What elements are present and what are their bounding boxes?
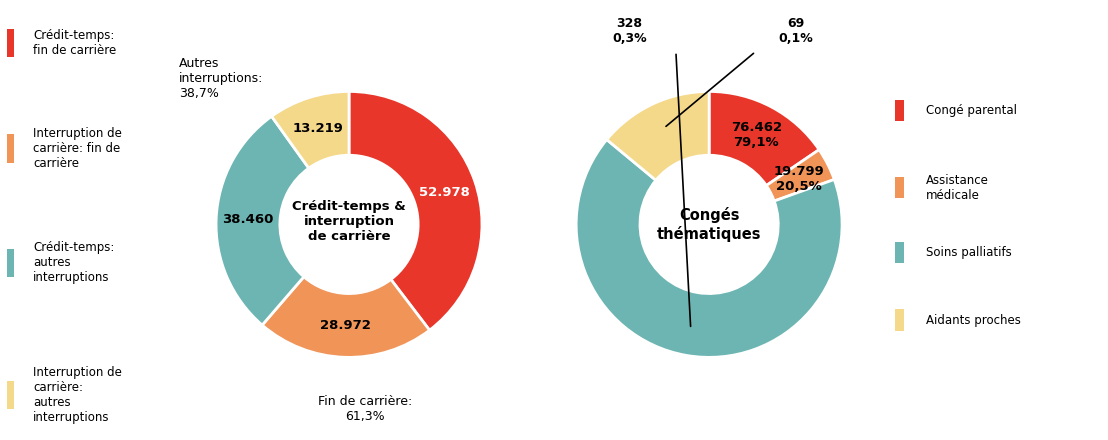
Text: Crédit-temps:
autres
interruptions: Crédit-temps: autres interruptions [33,242,114,284]
Bar [8,381,14,409]
Wedge shape [271,92,349,168]
Wedge shape [216,116,309,325]
Bar [8,249,14,277]
Wedge shape [709,92,819,186]
Bar [895,100,904,121]
Wedge shape [349,92,482,330]
Text: Autres
interruptions:
38,7%: Autres interruptions: 38,7% [178,57,264,99]
Bar [895,309,904,331]
Text: 28.972: 28.972 [320,319,371,332]
Wedge shape [576,139,842,357]
Text: Interruption de
carrière:
autres
interruptions: Interruption de carrière: autres interru… [33,366,122,424]
Text: 69
0,1%: 69 0,1% [778,17,813,45]
Text: Fin de carrière:
61,3%: Fin de carrière: 61,3% [318,395,412,422]
Text: 38.460: 38.460 [223,213,274,226]
Bar [895,177,904,198]
Text: Soins palliatifs: Soins palliatifs [926,246,1012,259]
Text: Assistance
médicale: Assistance médicale [926,174,989,202]
Text: 76.462
79,1%: 76.462 79,1% [731,121,782,149]
Text: Crédit-temps:
fin de carrière: Crédit-temps: fin de carrière [33,29,116,57]
Text: 52.978: 52.978 [419,186,470,198]
Text: Crédit-temps &
interruption
de carrière: Crédit-temps & interruption de carrière [293,200,406,243]
Bar [8,29,14,57]
Bar [8,134,14,163]
Text: Aidants proches: Aidants proches [926,314,1022,326]
Text: 13.219: 13.219 [293,122,343,135]
Text: 19.799
20,5%: 19.799 20,5% [773,165,824,193]
Wedge shape [263,277,430,357]
Text: Interruption de
carrière: fin de
carrière: Interruption de carrière: fin de carrièr… [33,127,122,170]
Text: 328
0,3%: 328 0,3% [612,17,647,45]
Wedge shape [767,150,834,201]
Text: Congé parental: Congé parental [926,104,1017,117]
Text: Congés
thématiques: Congés thématiques [657,207,761,242]
Wedge shape [607,92,709,180]
Bar [895,242,904,263]
